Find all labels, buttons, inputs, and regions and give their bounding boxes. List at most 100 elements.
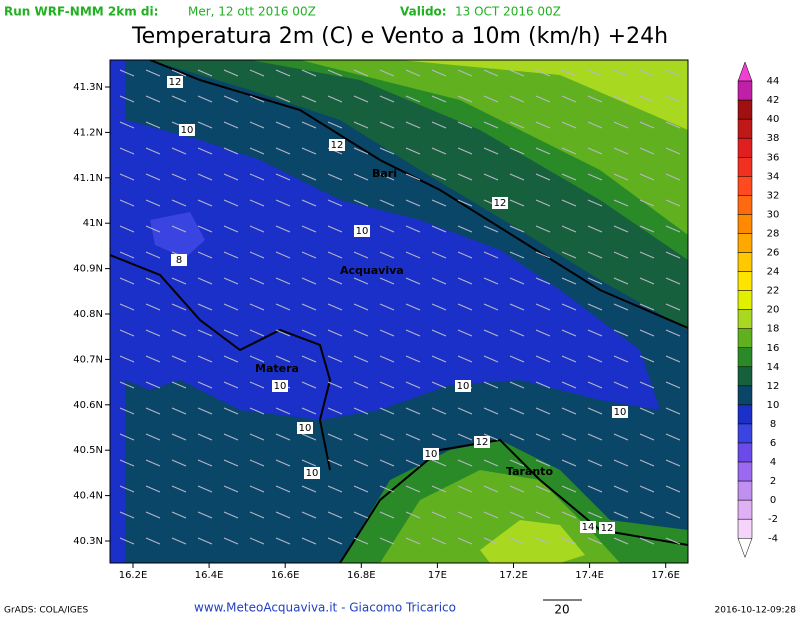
wind-arrow xyxy=(379,199,395,207)
contour-label: 12 xyxy=(601,523,614,534)
wind-arrow xyxy=(457,95,473,103)
wind-arrow xyxy=(119,303,135,311)
wind-arrow xyxy=(561,433,577,441)
wind-arrow xyxy=(353,69,369,77)
wind-arrow xyxy=(197,303,213,311)
wind-arrow xyxy=(171,485,187,493)
wind-arrow xyxy=(145,199,161,207)
wind-arrow xyxy=(561,407,577,415)
wind-arrow xyxy=(353,95,369,103)
wind-arrow xyxy=(223,173,239,181)
wind-arrow xyxy=(639,173,655,181)
wind-arrow xyxy=(119,121,135,129)
wind-arrow xyxy=(431,251,447,259)
contour-label: 12 xyxy=(331,140,344,151)
wind-arrow xyxy=(509,407,525,415)
wind-arrow xyxy=(613,303,629,311)
wind-arrow xyxy=(353,251,369,259)
wind-arrow xyxy=(327,537,343,545)
wind-arrow xyxy=(587,485,603,493)
wind-arrow xyxy=(587,173,603,181)
wind-arrow xyxy=(353,485,369,493)
wind-arrow xyxy=(613,199,629,207)
contour-label: 10 xyxy=(306,468,319,479)
wind-arrow xyxy=(353,121,369,129)
wind-arrow xyxy=(405,511,421,519)
wind-arrow xyxy=(145,95,161,103)
wind-arrow xyxy=(613,459,629,467)
wind-arrow xyxy=(301,433,317,441)
wind-arrow xyxy=(379,433,395,441)
wind-arrow xyxy=(223,381,239,389)
wind-arrow xyxy=(275,277,291,285)
wind-arrow xyxy=(483,485,499,493)
wind-arrow xyxy=(639,485,655,493)
wind-arrow xyxy=(457,355,473,363)
wind-arrow xyxy=(405,95,421,103)
wind-arrow xyxy=(275,303,291,311)
legend-label: 32 xyxy=(767,190,780,201)
wind-arrow xyxy=(197,355,213,363)
wind-arrow xyxy=(223,277,239,285)
wind-arrow xyxy=(119,329,135,337)
wind-arrow xyxy=(145,147,161,155)
wind-arrow xyxy=(379,459,395,467)
valid-label: Valido: xyxy=(400,5,447,19)
wind-arrow xyxy=(535,303,551,311)
legend-swatch xyxy=(737,366,753,387)
contour-label: 8 xyxy=(176,255,182,266)
wind-arrow xyxy=(509,303,525,311)
legend-label: 10 xyxy=(767,400,780,411)
wind-arrow xyxy=(639,121,655,129)
wind-arrow xyxy=(145,485,161,493)
wind-arrow xyxy=(561,485,577,493)
wind-arrow xyxy=(613,147,629,155)
legend-label: -4 xyxy=(768,533,778,544)
legend-label: 2 xyxy=(770,476,776,487)
wind-arrow xyxy=(457,121,473,129)
wind-arrow xyxy=(327,433,343,441)
x-tick-label: 17E xyxy=(428,570,447,581)
wind-arrow xyxy=(145,407,161,415)
contour-label-box xyxy=(297,422,313,434)
legend-label: 38 xyxy=(767,133,780,144)
wind-arrow xyxy=(535,537,551,545)
wind-arrow xyxy=(327,121,343,129)
wind-arrow xyxy=(223,121,239,129)
contour-label: 10 xyxy=(274,381,287,392)
wind-arrow xyxy=(171,511,187,519)
wind-arrow xyxy=(327,95,343,103)
wind-arrow xyxy=(587,251,603,259)
contour-label: 10 xyxy=(614,407,627,418)
wind-arrow xyxy=(535,511,551,519)
wind-arrow xyxy=(457,329,473,337)
legend-swatch xyxy=(737,290,753,310)
wind-arrow xyxy=(119,147,135,155)
contour-label-box xyxy=(474,436,490,448)
wind-arrow xyxy=(405,173,421,181)
wind-arrow xyxy=(587,329,603,337)
legend-swatch xyxy=(737,385,753,406)
wind-arrow xyxy=(535,225,551,233)
wind-arrow xyxy=(665,511,681,519)
legend-swatch xyxy=(737,518,753,539)
wind-arrow xyxy=(665,121,681,129)
wind-arrow xyxy=(587,199,603,207)
contour-label-box xyxy=(492,197,508,209)
wind-arrow xyxy=(275,433,291,441)
wind-arrow xyxy=(379,251,395,259)
wind-arrow xyxy=(327,277,343,285)
place-label: Bari xyxy=(372,167,397,180)
wind-arrow xyxy=(353,199,369,207)
wind-arrow xyxy=(483,355,499,363)
contour-label-box xyxy=(580,521,596,533)
wind-arrow xyxy=(145,381,161,389)
legend-swatch xyxy=(737,195,753,215)
wind-arrow xyxy=(535,121,551,129)
wind-arrow xyxy=(431,121,447,129)
wind-arrow xyxy=(327,511,343,519)
contour-label-box xyxy=(304,467,320,479)
wind-arrow xyxy=(249,381,265,389)
contour-label: 12 xyxy=(494,198,507,209)
wind-arrow xyxy=(249,433,265,441)
